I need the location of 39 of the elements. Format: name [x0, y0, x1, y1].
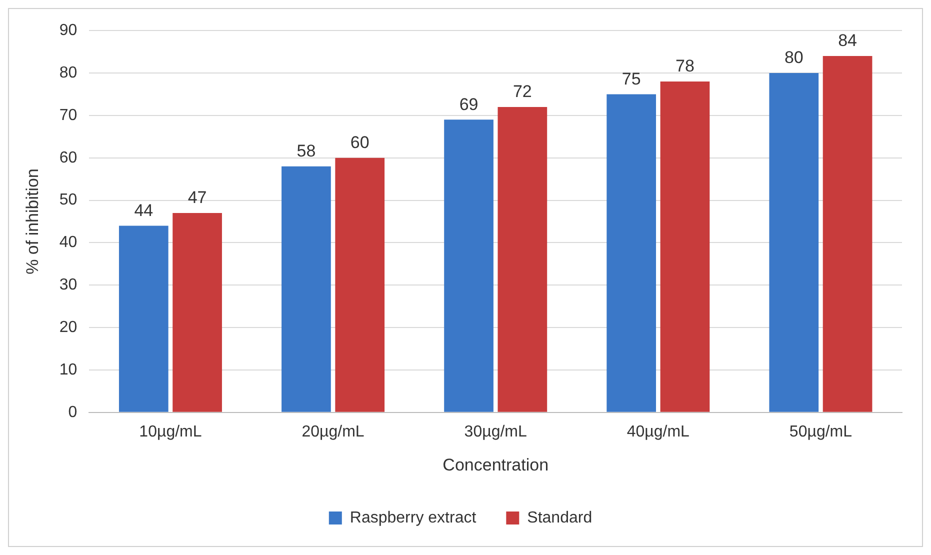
data-label: 60	[350, 133, 370, 152]
bar	[172, 213, 222, 412]
x-axis-title: Concentration	[442, 455, 549, 474]
data-label: 69	[459, 94, 478, 114]
data-label: 80	[784, 48, 804, 68]
data-label: 47	[188, 188, 207, 208]
data-label: 44	[134, 200, 154, 220]
data-label: 75	[622, 69, 641, 88]
bar	[822, 56, 872, 412]
legend-label: Standard	[527, 509, 592, 526]
y-tick-label: 90	[59, 22, 78, 40]
x-tick-label: 30µg/mL	[464, 423, 527, 440]
bar	[498, 106, 548, 412]
bar	[335, 158, 385, 412]
y-tick-label: 10	[59, 361, 78, 378]
data-label: 78	[676, 56, 694, 76]
y-tick-label: 20	[59, 318, 78, 336]
data-label: 58	[296, 142, 316, 161]
y-tick-label: 60	[59, 149, 78, 166]
y-tick-label: 50	[59, 192, 78, 209]
y-axis-title: % of inhibition	[22, 168, 42, 274]
bar	[769, 73, 819, 412]
bar	[660, 82, 710, 412]
y-tick-label: 40	[59, 234, 78, 252]
bar	[118, 226, 168, 412]
y-tick-label: 0	[68, 404, 78, 421]
data-label: 72	[512, 82, 532, 102]
x-tick-label: 10µg/mL	[139, 423, 202, 440]
bar	[282, 166, 331, 412]
y-tick-label: 70	[59, 106, 78, 124]
bar	[444, 120, 494, 412]
legend-label: Raspberry extract	[350, 509, 477, 526]
x-tick-label: 40µg/mL	[626, 423, 690, 440]
bar	[606, 94, 656, 412]
x-tick-label: 20µg/mL	[302, 423, 364, 440]
y-tick-label: 80	[59, 64, 78, 82]
y-tick-label: 30	[59, 276, 78, 294]
x-tick-label: 50µg/mL	[789, 423, 852, 440]
data-label: 84	[838, 31, 858, 50]
